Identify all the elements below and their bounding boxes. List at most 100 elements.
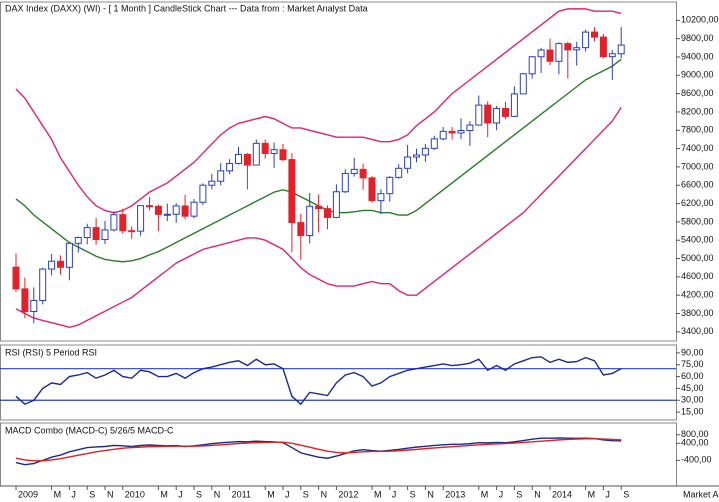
candle-body — [413, 154, 420, 158]
candle-body — [493, 107, 501, 124]
candle-body — [119, 214, 127, 232]
x-tick-label: S — [89, 489, 95, 499]
indicator-line — [15, 438, 622, 462]
candle-body — [502, 107, 509, 117]
x-tick-label: S — [410, 489, 416, 499]
candle-body — [172, 205, 180, 215]
y-tick-label: 60,00 — [681, 371, 704, 381]
y-tick-label: 9800,00 — [681, 33, 714, 43]
y-tick-label: 9000,00 — [681, 70, 714, 80]
y-tick-label: 7400,00 — [681, 143, 714, 153]
y-tick-label: 4600,00 — [681, 271, 714, 281]
panel-frame — [0, 1, 677, 342]
candle-body — [92, 227, 100, 241]
candle-body — [146, 205, 153, 208]
y-tick-label: 7800,00 — [681, 125, 714, 135]
candle-body — [74, 237, 82, 244]
x-tick-label: J — [71, 489, 76, 499]
candle-body — [199, 184, 207, 203]
x-tick-label: 2010 — [125, 489, 145, 499]
candle-body — [448, 130, 456, 134]
x-tick-label: 2013 — [445, 489, 465, 499]
candle-body — [332, 191, 340, 218]
candle-body — [208, 180, 216, 186]
watermark: Market Analyst 6 — [683, 489, 719, 499]
candle-body — [226, 162, 234, 172]
candle-body — [368, 177, 376, 202]
y-tick-label: 400,00 — [681, 438, 709, 448]
y-tick-label: -400,00 — [681, 455, 712, 465]
candle-body — [270, 149, 278, 154]
candle-body — [475, 104, 483, 126]
candle-body — [324, 208, 331, 218]
y-tick-label: 4200,00 — [681, 290, 714, 300]
panel-title: DAX Index (DAXX) (WI) - [ 1 Month ] Cand… — [5, 3, 368, 13]
candle-body — [243, 153, 251, 166]
y-tick-label: 6200,00 — [681, 198, 714, 208]
y-tick-label: 10200,00 — [681, 15, 719, 25]
candle-body — [341, 173, 349, 193]
candle-body — [457, 129, 465, 134]
candle-body — [573, 47, 581, 51]
candle-body — [154, 205, 162, 215]
candle-body — [546, 49, 554, 62]
indicator-line — [15, 356, 622, 406]
x-tick-label: J — [499, 489, 504, 499]
y-tick-label: 9400,00 — [681, 51, 714, 61]
x-tick-label: M — [374, 489, 382, 499]
candle-body — [57, 260, 64, 268]
candle-body — [386, 176, 394, 195]
candle-body — [439, 130, 447, 140]
panel-title: MACD Combo (MACD-C) 5/26/5 MACD-C — [5, 425, 174, 435]
candle-body — [395, 167, 403, 178]
y-tick-label: 5400,00 — [681, 235, 714, 245]
candle-body — [252, 142, 260, 166]
candle-body — [190, 201, 198, 217]
x-tick-label: J — [605, 489, 610, 499]
x-tick-label: J — [285, 489, 290, 499]
candle-body — [181, 205, 189, 217]
candle-body — [48, 260, 56, 270]
y-tick-label: 800,00 — [681, 429, 709, 439]
y-tick-label: 15,00 — [681, 406, 704, 416]
y-tick-label: 3800,00 — [681, 308, 714, 318]
candle-body — [279, 149, 287, 161]
candle-body — [261, 142, 269, 154]
indicator-line — [15, 8, 622, 214]
x-tick-label: N — [427, 489, 434, 499]
indicator-line — [15, 106, 622, 328]
x-tick-label: 2009 — [18, 489, 38, 499]
y-tick-label: 7000,00 — [681, 161, 714, 171]
x-tick-label: N — [107, 489, 114, 499]
candle-body — [315, 205, 323, 210]
x-tick-label: J — [392, 489, 397, 499]
candle-body — [510, 93, 518, 117]
candle-body — [101, 229, 109, 241]
candle-body — [217, 170, 225, 182]
candle-body — [377, 193, 385, 202]
candle-body — [466, 124, 474, 131]
panel-title: RSI (RSI) 5 Period RSI — [5, 347, 97, 357]
x-tick-label: 2011 — [232, 489, 251, 499]
candle-body — [128, 230, 136, 233]
y-tick-label: 5800,00 — [681, 216, 714, 226]
candle-body — [564, 43, 572, 51]
candle-body — [12, 266, 20, 290]
indicator-line — [15, 437, 622, 466]
x-tick-label: M — [54, 489, 62, 499]
candle-body — [39, 268, 47, 301]
x-tick-label: N — [534, 489, 541, 499]
x-tick-label: N — [214, 489, 221, 499]
y-tick-label: 90,00 — [681, 347, 704, 357]
x-tick-label: N — [321, 489, 328, 499]
x-tick-label: M — [588, 489, 596, 499]
candle-body — [306, 205, 314, 237]
candle-body — [608, 53, 616, 58]
candle-body — [484, 104, 492, 124]
y-tick-label: 8600,00 — [681, 88, 714, 98]
candle-body — [288, 159, 296, 224]
x-tick-label: 2012 — [338, 489, 358, 499]
y-tick-label: 30,00 — [681, 395, 704, 405]
candle-body — [137, 205, 145, 232]
